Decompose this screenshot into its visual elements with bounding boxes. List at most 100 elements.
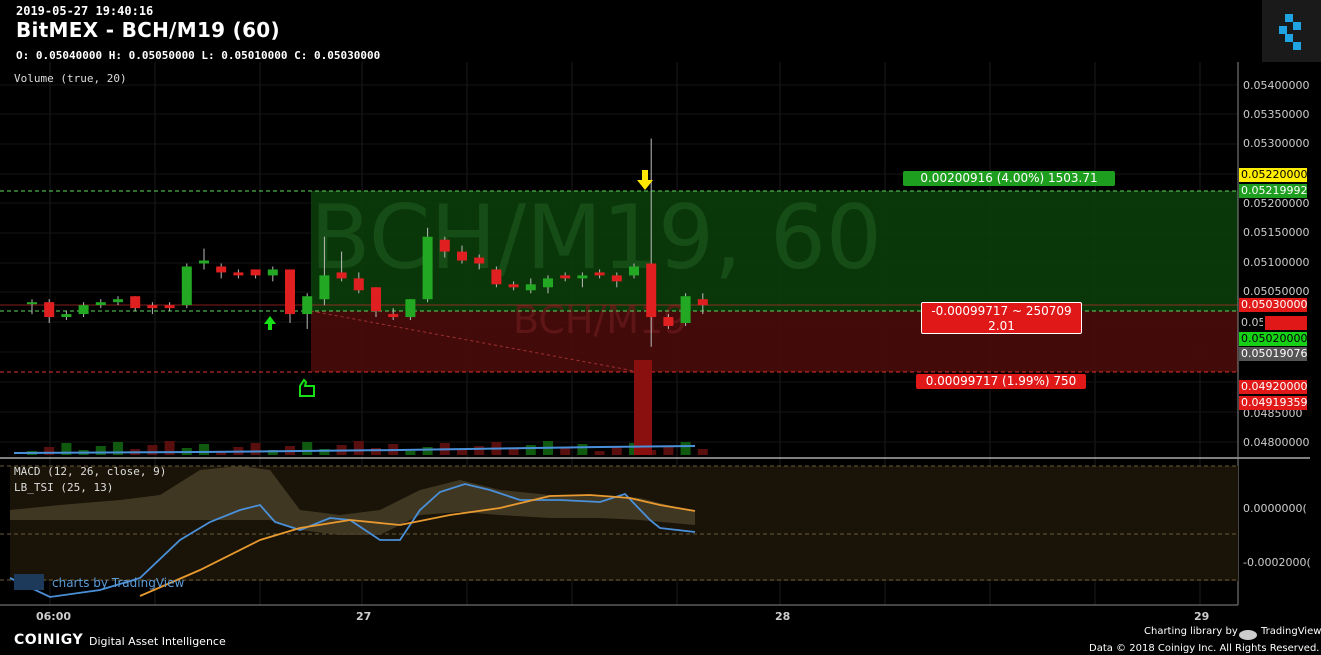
price-tick: 0.05400000 [1243,79,1310,92]
candle-body [680,296,691,323]
price-tick: 0.04800000 [1243,436,1310,449]
time-tick: 28 [775,610,791,623]
volume-bar [663,446,674,455]
candle-body [113,299,123,303]
loss-zone [311,311,1238,372]
volume-bar [577,444,588,455]
volume-bar [61,443,72,455]
ohlc-readout: O: 0.05040000 H: 0.05050000 L: 0.0501000… [16,49,381,62]
volume-bar [697,449,708,455]
volume-bar [302,442,313,455]
candle-body [474,257,485,264]
timestamp: 2019-05-27 19:40:16 [16,4,154,18]
volume-bar [319,449,330,455]
candle-body [147,305,158,309]
profit-target-label[interactable]: 0.00200916 (4.00%) 1503.71 [903,171,1115,186]
candle-body [646,263,657,318]
stop-loss-label[interactable]: 0.00099717 (1.99%) 750 [916,374,1086,389]
candle-body [319,275,330,300]
candle-body [508,284,519,288]
price-tick: 0.05300000 [1243,137,1310,150]
volume-ma-line [13,445,696,454]
price-tick: 0.05050000 [1243,285,1310,298]
price-tick: 0.05200000 [1243,197,1310,210]
footer-tradingview-link[interactable]: TradingView [1261,626,1321,637]
price-tag-target: 0.05219992 [1239,184,1307,198]
footer-brand[interactable]: COINIGY [14,632,84,648]
candle-body [525,284,536,291]
volume-spike [634,360,652,455]
volume-bar [216,451,227,455]
volume-bar [525,445,536,455]
candle-body [457,251,467,261]
volume-bar [371,448,381,455]
candle-body [336,272,347,279]
tradingview-logo-icon [14,574,44,590]
candle-body [439,239,450,252]
thumbs-up-icon [299,378,315,397]
watermark-big: BCH/M19, 60 [310,186,882,289]
volume-bar [164,441,175,455]
macd-indicator-label[interactable]: MACD (12, 26, close, 9) [14,465,167,478]
price-tag-current: 0.05030000 [1239,298,1307,312]
candle-body [181,266,192,306]
macd-tick: -0.0002000( [1243,556,1311,569]
candle-body [594,272,605,276]
chart-title: BitMEX - BCH/M19 (60) [16,18,280,42]
candle-body [216,266,227,273]
buy-arrow-icon [264,316,276,330]
volume-bar [422,447,433,455]
volume-bar [250,443,261,455]
projection-line [310,310,641,373]
volume-bar [199,444,209,455]
candle-body [629,266,639,276]
price-tick: 0.05350000 [1243,108,1310,121]
coinigy-logo-icon [1262,0,1321,62]
volume-indicator-label[interactable]: Volume (true, 20) [14,72,127,85]
signal-line [139,494,696,597]
tsi-indicator-label[interactable]: LB_TSI (25, 13) [14,481,114,494]
position-label[interactable]: -0.00099717 ~ 250709 2.01 [921,302,1082,334]
tradingview-watermark[interactable]: charts by TradingView [52,576,185,590]
volume-bar [44,447,55,455]
candle-body [78,305,89,315]
footer-tagline: Digital Asset Intelligence [89,635,226,648]
candle-body [199,260,209,264]
candle-body [267,269,278,276]
price-tag-gray: 0.05019076 [1239,347,1307,361]
candle-body [250,269,261,276]
candle-body [164,305,175,309]
macd-tick: 0.0000000( [1243,502,1307,515]
price-tick: 0.05100000 [1243,256,1310,269]
price-tag-red-block [1265,316,1307,330]
candle-body [302,296,313,315]
volume-bar [508,449,519,455]
volume-bar [405,451,416,455]
candle-body [27,302,37,305]
volume-bar [95,446,106,455]
candle-body [95,302,106,306]
time-tick: 06:00 [36,610,72,623]
footer-copyright: Data © 2018 Coinigy Inc. All Rights Rese… [1089,643,1320,654]
candle-body [611,275,622,282]
candle-body [130,296,141,309]
price-tag-partial: 0.05 [1239,316,1263,330]
price-tag-entry: 0.05020000 [1239,332,1307,346]
candle-body [663,317,674,326]
volume-bar [680,442,691,455]
price-tag-stop: 0.04920000 [1239,380,1307,394]
time-tick: 27 [356,610,372,623]
volume-bar [353,441,364,455]
candle-body [353,278,364,291]
candle-body [697,299,708,306]
macd-histogram-area [10,466,695,535]
candle-body [543,278,553,288]
candle-body [388,314,399,318]
candle-body [577,275,588,279]
candle-body [491,269,502,285]
candle-body [233,272,244,276]
volume-bar [611,447,622,455]
price-tag-yellow: 0.05220000 [1239,168,1307,182]
candle-body [560,275,571,279]
